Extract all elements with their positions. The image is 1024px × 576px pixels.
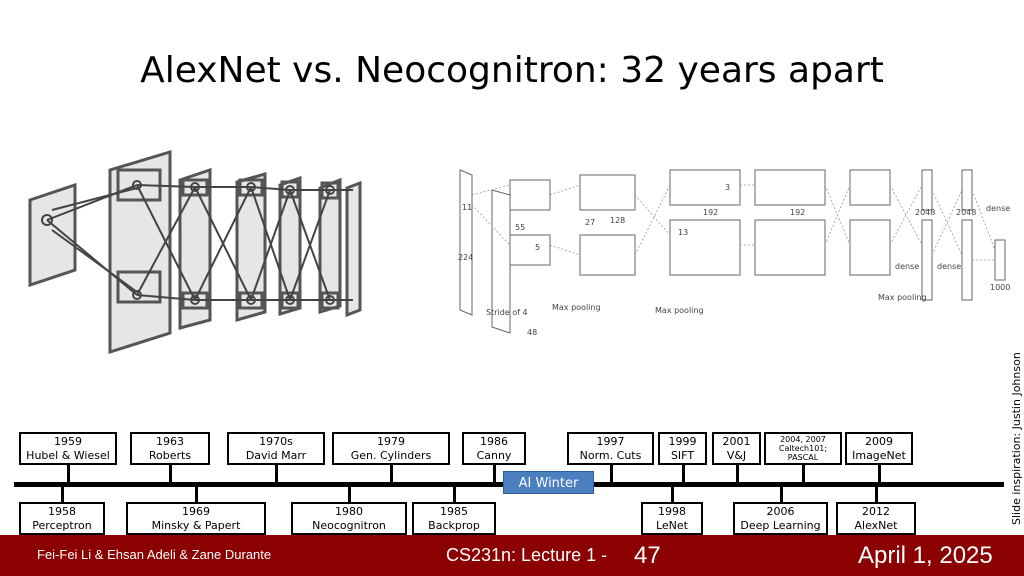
timeline-event-bottom: 1985 Backprop: [412, 502, 496, 535]
timeline-event-top: 1979 Gen. Cylinders: [332, 432, 450, 465]
timeline-tick: [779, 487, 783, 502]
timeline-event-top: 1986 Canny: [462, 432, 526, 465]
timeline-tick: [493, 465, 496, 482]
event-year: 1980: [335, 505, 363, 518]
timeline-event-bottom: 1980 Neocognitron: [291, 502, 407, 535]
timeline-event-bottom: 1998 LeNet: [641, 502, 703, 535]
neocognitron-diagram: [28, 150, 362, 355]
timeline-tick: [67, 465, 70, 482]
timeline-tick: [735, 465, 739, 482]
event-name: AlexNet: [854, 519, 898, 532]
alexnet-diagram: 224 11 Stride of 4 55 48 5 27 128 Max po…: [458, 169, 1010, 337]
footer-authors: Fei-Fei Li & Ehsan Adeli & Zane Durante: [37, 547, 272, 562]
event-name: Roberts: [148, 449, 192, 462]
event-year: 1970s: [259, 435, 293, 448]
footer-date: April 1, 2025: [858, 542, 993, 569]
timeline-event-top: 1970s David Marr: [227, 432, 325, 465]
alexnet-label-11: 11: [462, 203, 472, 212]
event-name: Backprop: [428, 519, 480, 532]
footer-course: CS231n: Lecture 1 -: [446, 545, 608, 565]
alexnet-label-dense-3: dense: [986, 204, 1010, 213]
alexnet-label-maxpool-1: Max pooling: [552, 303, 601, 312]
alexnet-label-2048-b: 2048: [956, 208, 976, 217]
alexnet-label-128: 128: [610, 216, 625, 225]
timeline-tick: [348, 487, 351, 502]
timeline-tick: [875, 487, 878, 502]
timeline-event-top: 2004, 2007 Caltech101; PASCAL: [764, 432, 842, 465]
alexnet-label-maxpool-2: Max pooling: [655, 306, 704, 315]
event-year: 1998: [658, 505, 686, 518]
alexnet-label-dense-2: dense: [937, 262, 961, 271]
timeline-event-top: 1999 SIFT: [658, 432, 707, 465]
ai-winter-label: AI Winter: [503, 471, 594, 494]
event-name: Hubel & Wiesel: [26, 449, 110, 462]
alexnet-label-2048-a: 2048: [915, 208, 935, 217]
event-year: 1963: [156, 435, 184, 448]
timeline-tick: [61, 487, 64, 502]
event-year: 1959: [54, 435, 82, 448]
footer-page-number: 47: [634, 542, 661, 569]
event-name: Norm. Cuts: [579, 449, 642, 462]
timeline-event-bottom: 2006 Deep Learning: [733, 502, 828, 535]
event-name: Canny: [476, 449, 512, 462]
alexnet-label-1000: 1000: [990, 283, 1010, 292]
event-name: Caltech101; PASCAL: [778, 444, 828, 462]
timeline-event-top: 2001 V&J: [712, 432, 761, 465]
event-year: 1986: [480, 435, 508, 448]
alexnet-label-27: 27: [585, 218, 595, 227]
alexnet-label-13: 13: [678, 228, 688, 237]
event-year: 2004, 2007: [780, 435, 826, 444]
event-name: Perceptron: [32, 519, 92, 532]
event-name: LeNet: [655, 519, 688, 532]
event-name: Deep Learning: [740, 519, 821, 532]
timeline-tick: [878, 465, 881, 482]
event-year: 2006: [766, 505, 795, 518]
event-year: 2009: [865, 435, 893, 448]
timeline-event-bottom: 1958 Perceptron: [19, 502, 105, 535]
alexnet-label-192-b: 192: [790, 208, 805, 217]
timeline-tick: [169, 465, 172, 482]
event-name: ImageNet: [852, 449, 906, 462]
event-name: David Marr: [245, 449, 307, 462]
alexnet-label-3: 3: [725, 183, 730, 192]
timeline-event-top: 2009 ImageNet: [845, 432, 913, 465]
timeline-tick: [609, 465, 613, 482]
alexnet-label-48: 48: [527, 328, 537, 337]
timeline-event-top: 1959 Hubel & Wiesel: [19, 432, 117, 465]
alexnet-label-55: 55: [515, 223, 525, 232]
alexnet-label-5: 5: [535, 243, 540, 252]
timeline-tick: [453, 487, 456, 502]
event-name: Minsky & Papert: [151, 519, 241, 532]
timeline-tick: [275, 465, 278, 482]
event-year: 1985: [440, 505, 468, 518]
event-year: 1979: [377, 435, 405, 448]
event-year: 1958: [48, 505, 76, 518]
event-name: Neocognitron: [312, 519, 386, 532]
event-name: Gen. Cylinders: [350, 449, 432, 462]
alexnet-label-192-a: 192: [703, 208, 718, 217]
event-name: V&J: [726, 449, 747, 462]
alexnet-label-maxpool-3: Max pooling: [878, 293, 927, 302]
event-year: 2012: [862, 505, 890, 518]
event-year: 1999: [668, 435, 697, 448]
timeline-event-bottom: 1969 Minsky & Papert: [126, 502, 266, 535]
event-year: 1969: [182, 505, 210, 518]
side-credit: Slide inspiration: Justin Johnson: [1010, 352, 1023, 525]
event-name: SIFT: [670, 449, 695, 462]
alexnet-label-stride: Stride of 4: [486, 308, 528, 317]
alexnet-label-dense-1: dense: [895, 262, 919, 271]
alexnet-label-224: 224: [458, 253, 473, 262]
timeline-event-bottom: 2012 AlexNet: [836, 502, 916, 535]
timeline-event-top: 1997 Norm. Cuts: [567, 432, 654, 465]
timeline-event-top: 1963 Roberts: [130, 432, 210, 465]
event-year: 1997: [596, 435, 625, 448]
slide-title: AlexNet vs. Neocognitron: 32 years apart: [140, 50, 884, 91]
timeline-tick: [681, 465, 685, 482]
timeline-tick: [671, 487, 674, 502]
event-year: 2001: [722, 435, 751, 448]
slide-footer: Fei-Fei Li & Ehsan Adeli & Zane Durante …: [0, 535, 1024, 576]
timeline-tick: [390, 465, 393, 482]
timeline-tick: [195, 487, 198, 502]
timeline-tick: [802, 465, 805, 482]
